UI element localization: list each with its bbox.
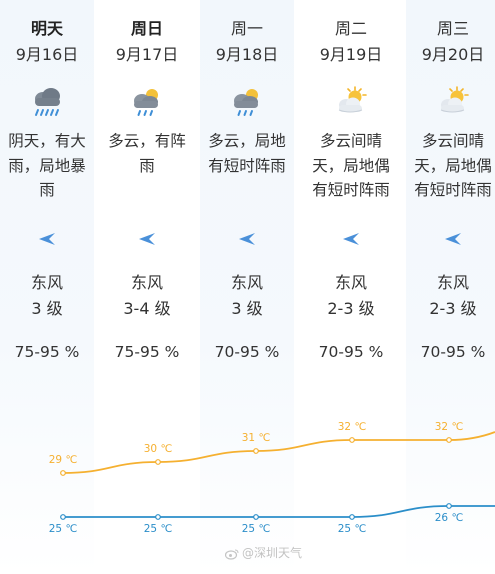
temperature-trend-chart: 29 ℃ 30 ℃ 31 ℃ 32 ℃ 32 ℃ 25 ℃ 25 ℃ 25 ℃ 25 ℃ 26 ℃ [49, 421, 495, 535]
weather-description: 多云，局地 有短时阵雨 [203, 129, 291, 178]
high-temperature-label: 30 ℃ [144, 443, 173, 455]
high-temperature-line [62, 431, 495, 474]
description-line: 天，局地偶 [414, 156, 492, 175]
low-temperature-point [349, 514, 355, 520]
forecast-day-column: 周日 9月17日 多云，有阵 雨 东风 3-4 级 75-95 % [100, 0, 194, 574]
wind-direction-arrow-icon [139, 233, 155, 245]
humidity: 75-95 % [14, 343, 80, 361]
wind-direction: 东风 [436, 273, 469, 292]
description-line: 阴天，有大 [8, 132, 86, 150]
wind-level: 3 级 [31, 299, 63, 318]
high-temperature-point [60, 470, 66, 476]
high-temperature-point [349, 437, 355, 443]
description-line: 多云间晴 [319, 132, 382, 150]
high-temperature-label: 29 ℃ [49, 454, 78, 466]
wind-direction-arrow-icon [445, 233, 461, 245]
date-label: 9月17日 [115, 45, 179, 64]
low-temperature-label: 25 ℃ [49, 523, 78, 535]
date-label: 9月16日 [15, 45, 79, 64]
low-temperature-label: 26 ℃ [435, 512, 464, 524]
cloud-sun-rain-icon [234, 89, 258, 116]
low-temperature-label: 25 ℃ [242, 523, 271, 535]
wind-direction-arrow-icon [343, 233, 359, 245]
wind-direction: 东风 [230, 273, 263, 292]
high-temperature-label: 32 ℃ [338, 421, 367, 433]
low-temperature-point [253, 514, 259, 520]
cloud-sun-rain-icon [134, 89, 158, 116]
weather-description: 阴天，有大 雨，局地暴 雨 [3, 129, 91, 203]
high-temperature-point [155, 459, 161, 465]
high-temperature-point [446, 437, 452, 443]
heavy-rain-cloud-icon [35, 88, 60, 116]
humidity: 70-95 % [318, 343, 384, 361]
high-temperature-point [253, 448, 259, 454]
partly-sunny-icon [338, 86, 367, 113]
low-temperature-point [155, 514, 161, 520]
day-label: 周日 [130, 19, 163, 38]
partly-sunny-icon [440, 86, 469, 113]
description-line: 有短时阵雨 [312, 181, 390, 199]
humidity: 75-95 % [114, 343, 180, 361]
wind-level: 3 级 [231, 299, 263, 318]
watermark: @深圳天气 [225, 544, 302, 561]
wind-direction: 东风 [30, 273, 63, 292]
description-line: 多云，局地 [208, 132, 286, 150]
date-label: 9月18日 [215, 45, 279, 64]
low-temperature-point [446, 503, 452, 509]
description-line: 多云间晴 [421, 132, 484, 150]
day-label: 周三 [436, 19, 469, 38]
wind-direction-arrow-icon [39, 233, 55, 245]
day-label: 周一 [230, 19, 263, 38]
wind-direction: 东风 [334, 273, 367, 292]
low-temperature-point [60, 514, 66, 520]
date-label: 9月19日 [319, 45, 383, 64]
day-label: 明天 [30, 19, 63, 38]
forecast-day-column: 周二 9月19日 多云间晴 天，局地偶 有短时阵雨 东风 2-3 级 70-95… [304, 0, 398, 574]
weather-description: 多云间晴 天，局地偶 有短时阵雨 [409, 129, 495, 203]
description-line: 有短时阵雨 [208, 156, 286, 175]
low-temperature-label: 25 ℃ [144, 523, 173, 535]
watermark-text: @深圳天气 [242, 546, 303, 560]
description-line: 有短时阵雨 [414, 181, 492, 199]
high-temperature-label: 32 ℃ [435, 421, 464, 433]
weather-description: 多云间晴 天，局地偶 有短时阵雨 [307, 129, 395, 203]
wind-level: 3-4 级 [123, 299, 171, 318]
forecast-day-column: 周一 9月18日 多云，局地 有短时阵雨 东风 3 级 70-95 % [200, 0, 294, 574]
date-label: 9月20日 [421, 45, 485, 64]
weibo-logo-icon [225, 549, 239, 560]
forecast-day-column: 明天 9月16日 阴天，有大 雨，局地暴 雨 东风 3 级 75-95 % [0, 0, 94, 574]
forecast-day-column: 周三 9月20日 多云间晴 天，局地偶 有短时阵雨 东风 2-3 级 70-95… [406, 0, 495, 574]
humidity: 70-95 % [420, 343, 486, 361]
weather-description: 多云，有阵 雨 [103, 129, 191, 178]
day-label: 周二 [334, 19, 367, 38]
description-line: 雨 [139, 156, 155, 175]
description-line: 天，局地偶 [312, 156, 390, 175]
wind-level: 2-3 级 [429, 299, 477, 318]
wind-direction-arrow-icon [239, 233, 255, 245]
high-temperature-label: 31 ℃ [242, 432, 271, 444]
wind-direction: 东风 [130, 273, 163, 292]
low-temperature-label: 25 ℃ [338, 523, 367, 535]
wind-level: 2-3 级 [327, 299, 375, 318]
description-line: 雨，局地暴 [8, 156, 86, 175]
description-line: 多云，有阵 [108, 132, 186, 150]
description-line: 雨 [39, 181, 55, 199]
low-temperature-line [63, 505, 495, 518]
humidity: 70-95 % [214, 343, 280, 361]
